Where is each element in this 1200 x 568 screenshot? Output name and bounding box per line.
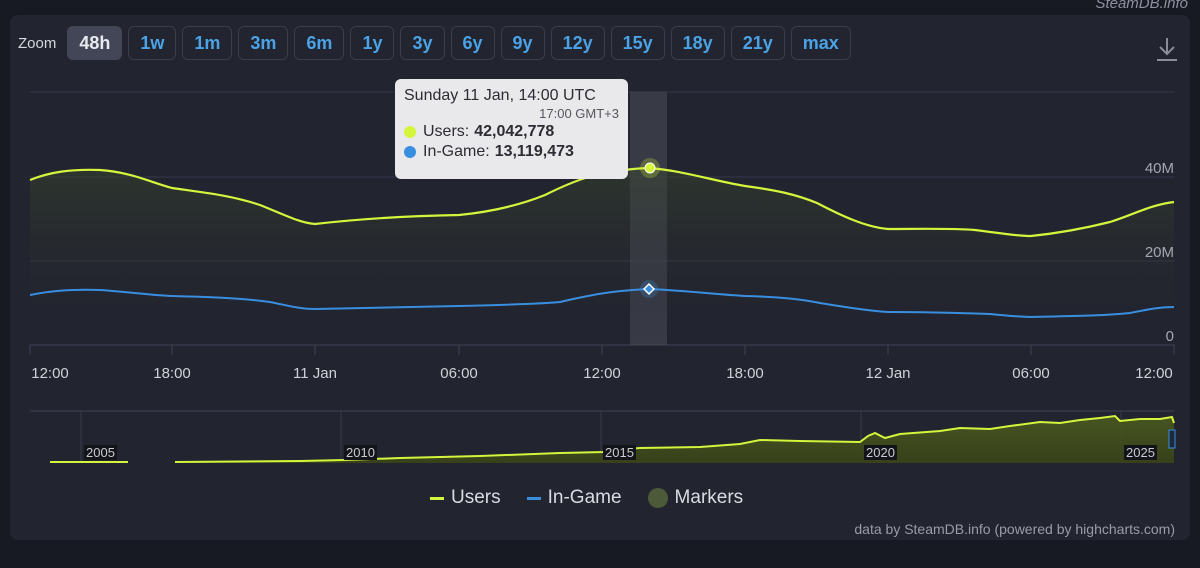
brand-watermark: SteamDB.info <box>1095 0 1188 12</box>
navigator-year-label: 2005 <box>84 445 117 460</box>
zoom-18y-button[interactable]: 18y <box>670 26 725 60</box>
legend-ingame-label: In-Game <box>547 487 622 508</box>
zoom-15y-button[interactable]: 15y <box>610 26 665 60</box>
chart-legend: Users In-Game Markers <box>430 487 769 509</box>
zoom-toolbar: Zoom 48h 1w 1m 3m 6m 1y 3y 6y 9y 12y 15y… <box>18 26 851 60</box>
navigator-year-label: 2010 <box>344 445 377 460</box>
x-label: 18:00 <box>726 365 764 382</box>
zoom-3m-button[interactable]: 3m <box>238 26 289 60</box>
tooltip-subtitle: 17:00 GMT+3 <box>539 106 619 121</box>
zoom-3y-button[interactable]: 3y <box>400 26 445 60</box>
users-line-icon <box>430 496 444 500</box>
x-label: 12:00 <box>1135 365 1173 382</box>
zoom-1w-button[interactable]: 1w <box>128 26 177 60</box>
x-label: 12:00 <box>31 365 69 382</box>
tooltip-users-value: 42,042,778 <box>474 123 555 140</box>
ingame-line-icon <box>526 496 541 500</box>
x-label: 06:00 <box>1012 365 1050 382</box>
hover-tooltip: Sunday 11 Jan, 14:00 UTC 17:00 GMT+3 Use… <box>395 79 628 179</box>
navigator-year-label: 2015 <box>603 445 636 460</box>
markers-dot-icon <box>647 488 668 508</box>
tooltip-title: Sunday 11 Jan, 14:00 UTC <box>404 87 596 104</box>
users-dot-icon <box>404 126 416 138</box>
x-label: 06:00 <box>440 365 478 382</box>
zoom-1m-button[interactable]: 1m <box>182 26 233 60</box>
zoom-12y-button[interactable]: 12y <box>550 26 605 60</box>
x-label: 12:00 <box>583 365 621 382</box>
tooltip-users-row: Users: 42,042,778 <box>404 123 619 141</box>
tooltip-ingame-value: 13,119,473 <box>494 143 574 160</box>
legend-item-users[interactable]: Users <box>430 487 501 509</box>
zoom-1y-button[interactable]: 1y <box>350 26 395 60</box>
navigator-year-label: 2020 <box>864 445 897 460</box>
legend-item-ingame[interactable]: In-Game <box>526 487 622 509</box>
tooltip-ingame-label: In-Game: <box>423 143 490 160</box>
tooltip-users-label: Users: <box>423 123 470 140</box>
ingame-dot-icon <box>404 146 416 158</box>
download-icon[interactable] <box>1156 36 1178 62</box>
x-label: 18:00 <box>153 365 191 382</box>
zoom-48h-button[interactable]: 48h <box>67 26 123 60</box>
zoom-6y-button[interactable]: 6y <box>450 26 495 60</box>
x-label: 11 Jan <box>293 365 337 382</box>
zoom-21y-button[interactable]: 21y <box>730 26 785 60</box>
zoom-max-button[interactable]: max <box>790 26 851 60</box>
x-label: 12 Jan <box>865 365 911 382</box>
legend-item-markers[interactable]: Markers <box>647 487 744 509</box>
legend-markers-label: Markers <box>674 487 744 508</box>
y-label-0: 0 <box>1165 328 1174 345</box>
zoom-6m-button[interactable]: 6m <box>294 26 345 60</box>
chart-credits-link[interactable]: data by SteamDB.info (powered by highcha… <box>854 521 1175 537</box>
zoom-9y-button[interactable]: 9y <box>500 26 545 60</box>
zoom-label: Zoom <box>18 34 57 52</box>
y-label-40m: 40M <box>1144 160 1174 177</box>
navigator-year-label: 2025 <box>1124 445 1157 460</box>
y-label-20m: 20M <box>1144 244 1174 261</box>
legend-users-label: Users <box>451 487 501 508</box>
tooltip-ingame-row: In-Game: 13,119,473 <box>404 143 619 161</box>
